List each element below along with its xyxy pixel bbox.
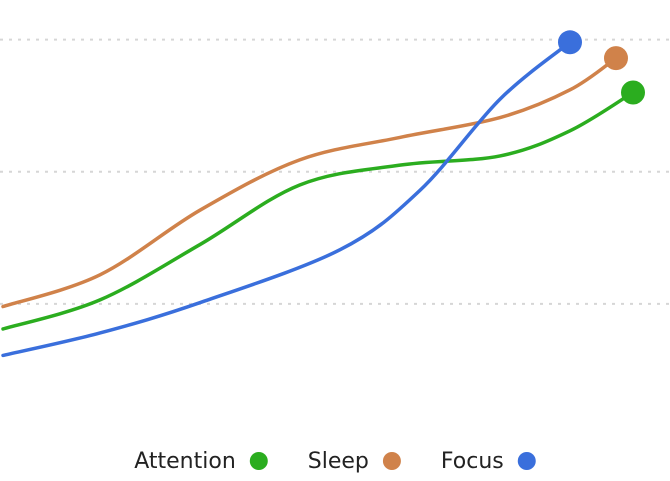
legend-dot [249, 452, 268, 470]
line [1, 56, 618, 309]
end-dot [621, 80, 645, 105]
line [1, 40, 572, 358]
legend: Attention Sleep Focus [134, 449, 536, 474]
legend-dot [517, 452, 536, 470]
end-dot [558, 30, 582, 55]
end-dot [603, 46, 628, 71]
line [1, 90, 635, 331]
legend-dot [382, 452, 401, 470]
legend-label: Attention [134, 449, 236, 474]
legend-label: Sleep [308, 449, 369, 474]
legend-label: Focus [441, 449, 504, 474]
